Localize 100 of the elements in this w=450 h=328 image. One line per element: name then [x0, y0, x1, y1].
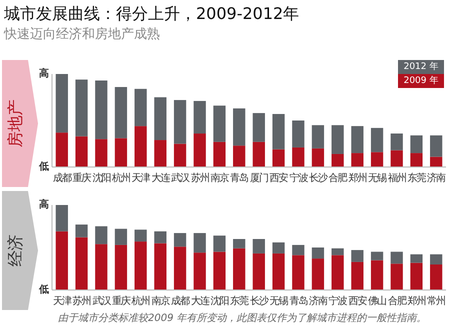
bar: [194, 100, 206, 134]
bar: [95, 139, 108, 167]
bar: [194, 134, 206, 167]
bar: [194, 233, 206, 253]
bar: [233, 146, 246, 167]
x-tick-label: 武汉: [92, 295, 112, 307]
x-tick-label: 成都: [171, 295, 190, 307]
y-axis-title: 经济: [5, 234, 24, 266]
x-tick-label: 杭州: [130, 295, 150, 307]
bar: [75, 136, 88, 167]
x-tick-label: 南京: [210, 172, 230, 184]
bar: [430, 156, 442, 167]
bar: [332, 154, 344, 167]
bar: [430, 254, 442, 264]
bar: [154, 140, 166, 167]
x-tick-label: 大连: [190, 295, 210, 307]
bar: [233, 248, 246, 290]
x-tick-label: 沈阳: [92, 172, 110, 184]
bar: [174, 246, 186, 290]
bar: [390, 252, 403, 264]
bar: [351, 250, 364, 262]
x-tick-label: 青岛: [289, 295, 308, 307]
x-tick-label: 郑州: [407, 295, 426, 307]
x-tick-label: 成都: [52, 172, 72, 184]
bar: [351, 262, 364, 290]
x-tick-label: 重庆: [72, 172, 92, 184]
x-tick-label: 郑州: [348, 172, 366, 184]
bar: [154, 231, 166, 244]
bar: [410, 153, 423, 167]
x-tick-label: 武汉: [171, 172, 190, 184]
legend: 2012 年 2009 年: [398, 60, 444, 88]
x-tick-label: 西安: [348, 295, 368, 307]
x-tick-label: 合肥: [328, 172, 348, 184]
bar: [114, 228, 128, 245]
x-tick-label: 东莞: [407, 172, 426, 184]
bar: [272, 114, 285, 150]
x-tick-label: 长沙: [308, 172, 328, 184]
x-tick-label: 苏州: [72, 295, 91, 307]
bar: [95, 80, 108, 140]
x-tick-label: 苏州: [190, 172, 209, 184]
text: 低: [38, 160, 49, 173]
bar: [56, 74, 68, 133]
chart-title: 城市发展曲线：得分上升，2009-2012年: [3, 4, 300, 23]
y-axis-title: 房地产: [5, 100, 24, 148]
bar: [213, 106, 226, 142]
x-tick-label: 杭州: [110, 172, 130, 184]
bar: [134, 126, 147, 167]
bar: [95, 244, 108, 290]
bar: [312, 258, 324, 290]
bar: [134, 230, 147, 242]
bar: [332, 248, 344, 256]
bar: [154, 243, 166, 290]
bar: [252, 113, 265, 142]
bar: [410, 135, 423, 154]
bar: [292, 244, 304, 256]
text: 由于城市分类标准较2009 年有所变动，此图表仅作为了解城市进程的一般性指南。: [58, 312, 427, 324]
bar: [134, 242, 147, 290]
x-tick-label: 东莞: [230, 295, 250, 307]
x-tick-label: 西安: [270, 172, 289, 184]
bar: [390, 134, 403, 150]
x-tick-label: 福州: [388, 172, 406, 184]
bar: [252, 253, 265, 290]
bar: [213, 142, 226, 167]
bar: [174, 100, 186, 144]
bar: [332, 255, 344, 290]
x-tick-label: 天津: [52, 295, 72, 307]
bar: [56, 205, 68, 232]
bar: [233, 239, 246, 248]
bar: [312, 248, 324, 259]
x-tick-label: 重庆: [112, 295, 131, 307]
bar: [233, 108, 246, 146]
bar: [370, 260, 384, 290]
x-tick-label: 常州: [427, 295, 446, 307]
text: 高: [39, 198, 49, 211]
bar: [174, 233, 186, 247]
bar: [332, 125, 344, 154]
x-tick-label: 天津: [132, 172, 151, 184]
bar: [351, 126, 364, 154]
bar: [272, 253, 285, 290]
bar: [95, 226, 108, 244]
x-tick-label: 宁波: [289, 172, 308, 184]
x-tick-label: 佛山: [368, 295, 386, 307]
bar: [292, 147, 304, 167]
bar: [213, 252, 226, 290]
bar: [430, 135, 442, 157]
bar: [114, 244, 128, 290]
bar: [114, 87, 128, 138]
bar: [174, 144, 186, 167]
x-tick-label: 济南: [308, 295, 328, 307]
bar: [370, 128, 384, 152]
bar: [370, 252, 384, 260]
bar: [430, 264, 442, 290]
x-tick-label: 南京: [151, 295, 170, 307]
bar: [272, 242, 285, 254]
bar: [312, 125, 324, 148]
x-tick-label: 无锡: [270, 296, 289, 307]
x-tick-label: 无锡: [368, 173, 388, 184]
bar: [75, 237, 88, 290]
bar: [272, 149, 285, 167]
bar: [312, 148, 324, 167]
